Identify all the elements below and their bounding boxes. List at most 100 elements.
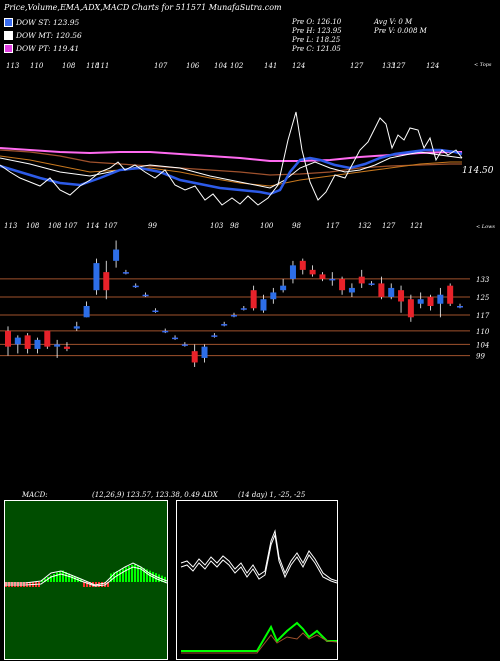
macd-bar <box>74 576 76 582</box>
top-label: 124 <box>292 62 306 70</box>
candle-body <box>319 274 326 279</box>
candle-body <box>14 337 21 345</box>
macd-bar <box>116 571 118 582</box>
candle-body <box>44 330 51 347</box>
candle-body <box>83 306 90 318</box>
bottom-label: 113 <box>4 222 18 230</box>
candle-body <box>378 283 385 297</box>
bottom-label: 108 <box>48 222 62 230</box>
macd-bar <box>71 575 73 582</box>
candle-body <box>142 294 149 297</box>
candle-body <box>201 346 208 358</box>
macd-bar <box>143 568 145 582</box>
candle-body <box>221 324 228 326</box>
macd-bar <box>149 570 151 582</box>
candle-body <box>113 249 120 261</box>
macd-panel <box>4 500 168 660</box>
info-low: Pre L: 118.25 <box>292 36 341 44</box>
top-label: 141 <box>264 62 278 70</box>
macd-bar <box>68 573 70 582</box>
adx-panel <box>176 500 338 660</box>
candle-body <box>289 265 296 279</box>
macd-bar <box>44 578 46 582</box>
macd-bar <box>41 580 43 582</box>
top-label: 127 <box>350 62 364 70</box>
bottom-label: 127 <box>382 222 396 230</box>
bottom-label: 100 <box>260 222 274 230</box>
level-label: 110 <box>476 328 490 336</box>
candle-body <box>93 263 100 291</box>
macd-bar <box>107 582 109 587</box>
top-label: 111 <box>96 62 110 70</box>
candle-body <box>437 294 444 304</box>
top-label: 118 <box>86 62 100 70</box>
candle-body <box>299 260 306 270</box>
candle-body <box>240 308 247 310</box>
candle-body <box>152 310 159 313</box>
candle-body <box>398 290 405 302</box>
top-label: 110 <box>30 62 44 70</box>
candle-body <box>132 285 139 288</box>
candle-body <box>388 287 395 297</box>
candle-body <box>260 299 267 311</box>
candle-body <box>162 330 169 333</box>
macd-bar <box>134 564 136 582</box>
macd-bar <box>164 576 166 582</box>
dow-pt-legend: DOW PT: 119.41 <box>4 44 79 53</box>
macd-bar <box>101 582 103 587</box>
macd-bar <box>122 568 124 582</box>
candle-body <box>24 335 31 349</box>
macd-bar <box>59 571 61 582</box>
dow-st-legend: DOW ST: 123.95 <box>4 18 79 27</box>
bottom-label: 121 <box>410 222 424 230</box>
top-label: 113 <box>6 62 20 70</box>
bottom-label: 98 <box>292 222 301 230</box>
candle-body <box>5 330 11 347</box>
ema-orange-line <box>0 155 462 187</box>
macd-bar <box>65 572 67 582</box>
top-label: 107 <box>154 62 168 70</box>
macd-bar <box>155 573 157 582</box>
candle-body <box>457 306 463 308</box>
macd-params: (12,26,9) 123.57, 123.38, 0.49 ADX <box>92 491 218 499</box>
candle-body <box>181 344 188 346</box>
candle-body <box>309 269 316 275</box>
candle-body <box>427 296 434 306</box>
macd-bar <box>83 582 85 587</box>
macd-bar <box>128 566 130 582</box>
candle-body <box>73 326 80 329</box>
candle-body <box>191 351 198 363</box>
candle-body <box>329 278 336 281</box>
adx-svg <box>180 529 338 654</box>
candle-body <box>407 299 414 318</box>
bottom-label: 114 <box>86 222 100 230</box>
dow-pt-label: DOW PT: 119.41 <box>16 44 80 53</box>
candle-body <box>368 283 375 285</box>
adx-line-white <box>180 529 338 582</box>
adx-params: (14 day) 1, -25, -25 <box>238 491 306 499</box>
ema-brown-line <box>0 149 462 176</box>
macd-bar <box>140 566 142 582</box>
top-label: 108 <box>62 62 76 70</box>
top-label: 127 <box>392 62 406 70</box>
level-label: 99 <box>476 353 485 361</box>
level-label: 117 <box>476 312 490 320</box>
top-label: 104 <box>214 62 228 70</box>
bottom-label: 132 <box>358 222 372 230</box>
ema-price-label: 114.50 <box>462 166 494 176</box>
level-label: 133 <box>476 276 490 284</box>
macd-bar <box>146 569 148 582</box>
bottom-label: 117 <box>326 222 340 230</box>
ema-white-line <box>0 151 463 189</box>
bottom-label: 98 <box>230 222 239 230</box>
candle-body <box>34 339 41 349</box>
top-label: 106 <box>186 62 200 70</box>
candle-body <box>280 285 287 291</box>
top-label: 124 <box>426 62 440 70</box>
macd-bar <box>86 582 88 587</box>
candle-body <box>122 272 129 274</box>
candle-chart: 133 125 117 110 104 99 <box>0 240 490 367</box>
dow-mt-legend: DOW MT: 120.56 <box>4 31 82 40</box>
macd-signal-line <box>5 566 168 587</box>
candle-body <box>54 344 61 347</box>
